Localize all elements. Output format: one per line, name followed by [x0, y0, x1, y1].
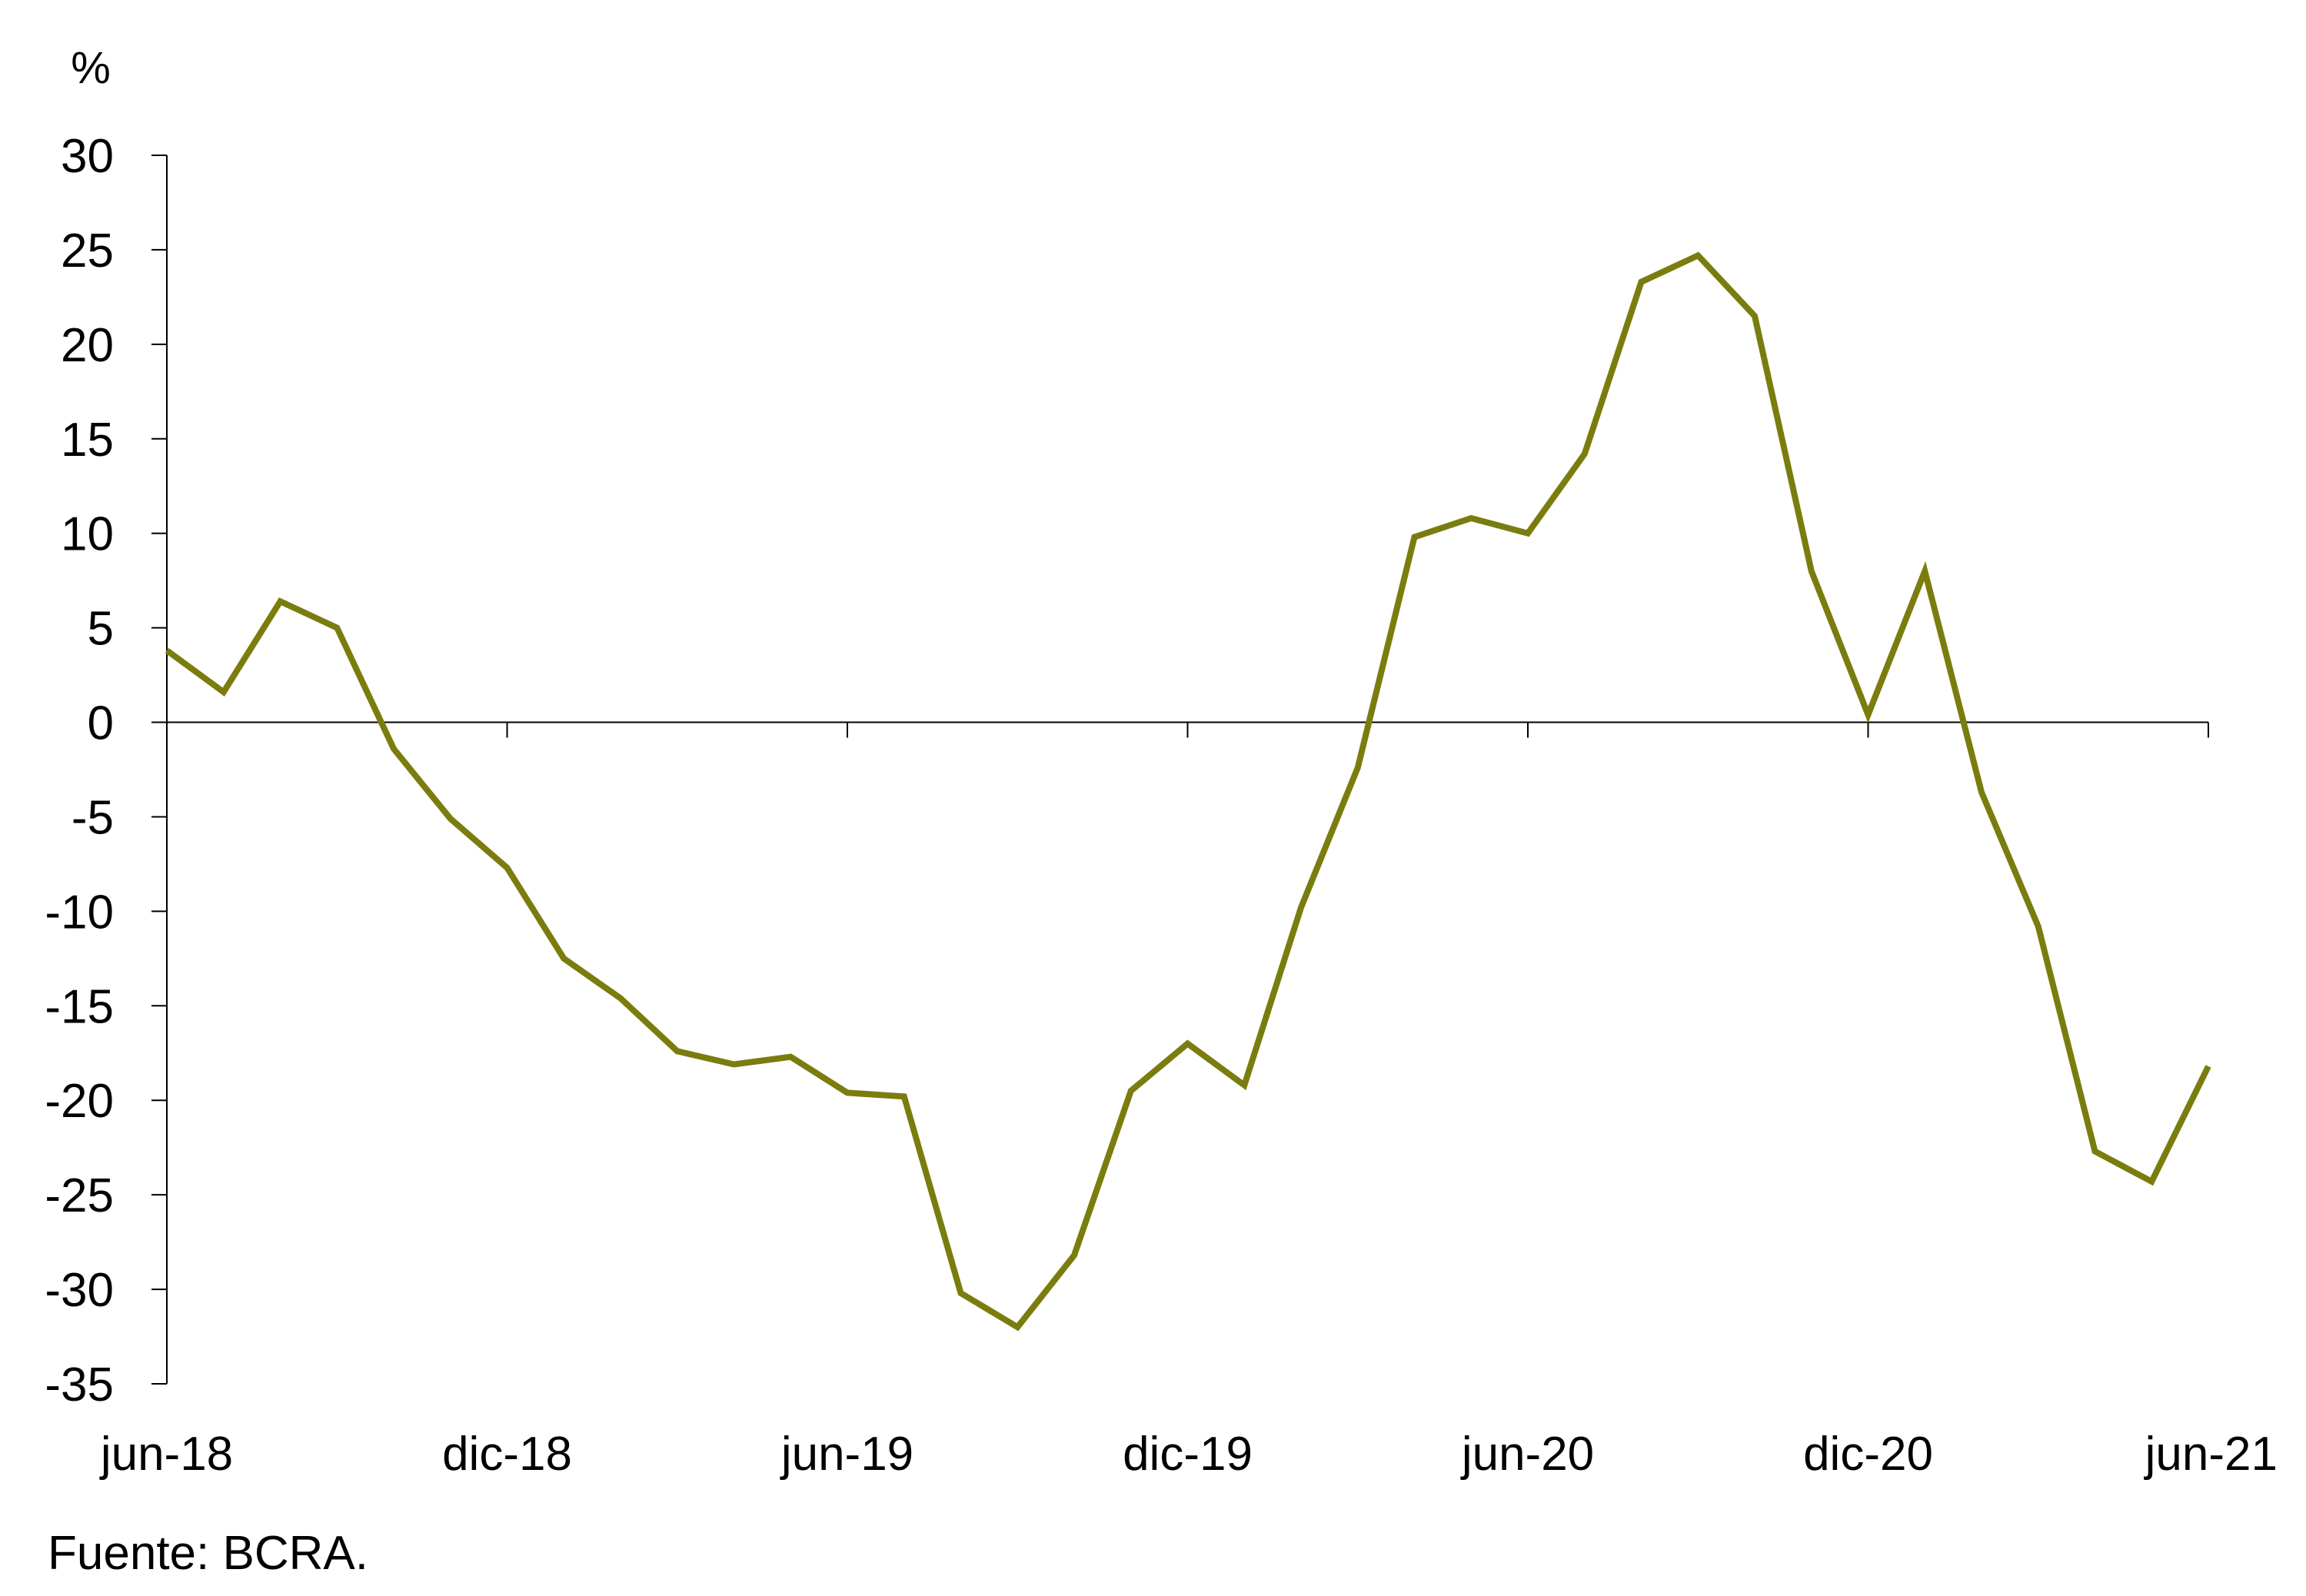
y-tick-label: 15 [61, 414, 114, 467]
source-note: Fuente: BCRA. [48, 1527, 368, 1580]
y-tick-label: 25 [61, 224, 114, 278]
series-line [165, 251, 2211, 1332]
x-axis: jun-18 dic-18 jun-19 dic-19 jun-20 dic-20 jun-… [99, 721, 2278, 1481]
y-tick-label: -30 [45, 1264, 114, 1317]
x-tick-label: dic-20 [1803, 1428, 1933, 1481]
y-tick-label: 5 [88, 603, 114, 656]
series-group [165, 251, 2211, 1332]
y-tick-label: 0 [88, 697, 114, 750]
x-tick-label: jun-21 [2144, 1428, 2278, 1481]
y-axis-unit-label: % [71, 43, 111, 93]
y-tick-label: 20 [61, 319, 114, 372]
y-tick-label: -15 [45, 980, 114, 1033]
y-tick-label: 10 [61, 508, 114, 561]
y-tick-label: -35 [45, 1358, 114, 1411]
x-tick-label: dic-19 [1123, 1428, 1253, 1481]
y-axis: 30 25 20 15 10 5 0 -5 -10 -15 -20 -25 -30 -35 [45, 130, 168, 1411]
y-tick-label: -25 [45, 1169, 114, 1222]
y-tick-label: -10 [45, 886, 114, 939]
x-tick-label: jun-19 [780, 1428, 913, 1481]
y-tick-label: 30 [61, 130, 114, 183]
y-tick-label: -20 [45, 1075, 114, 1128]
x-tick-label: jun-20 [1460, 1428, 1594, 1481]
x-tick-label: dic-18 [442, 1428, 572, 1481]
y-tick-label: -5 [72, 791, 114, 844]
x-tick-label: jun-18 [99, 1428, 233, 1481]
